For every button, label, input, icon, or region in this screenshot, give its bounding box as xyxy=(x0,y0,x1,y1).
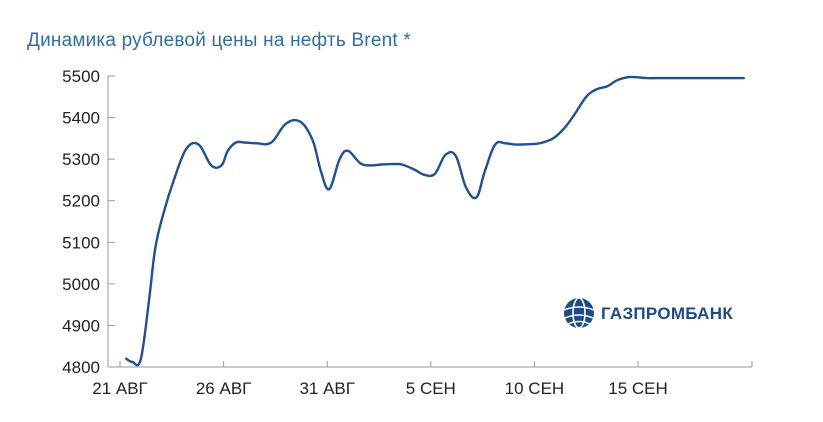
gazprombank-logo: ГАЗПРОМБАНК xyxy=(563,297,733,329)
x-tick-label: 31 АВГ xyxy=(299,379,355,398)
y-tick-label: 5400 xyxy=(62,109,100,128)
x-tick-label: 21 АВГ xyxy=(92,379,148,398)
x-tick-label: 26 АВГ xyxy=(196,379,252,398)
y-axis: 5500 5400 5300 5200 5100 5000 4900 4800 xyxy=(62,67,115,377)
y-tick-label: 5000 xyxy=(62,275,100,294)
x-tick-label: 10 СЕН xyxy=(505,379,565,398)
series-group xyxy=(125,75,745,367)
chart-title: Динамика рублевой цены на нефть Brent * xyxy=(27,30,411,51)
y-tick-label: 5200 xyxy=(62,192,100,211)
x-axis: 21 АВГ 26 АВГ 31 АВГ 5 СЕН 10 СЕН 15 СЕН xyxy=(92,361,753,398)
gazprombank-logo-text: ГАЗПРОМБАНК xyxy=(601,304,733,323)
y-tick-label: 5500 xyxy=(62,67,100,86)
y-tick-label: 4900 xyxy=(62,316,100,335)
y-tick-label: 4800 xyxy=(62,358,100,377)
gazprombank-globe-icon xyxy=(563,297,595,329)
series-line xyxy=(125,75,745,367)
y-tick-label: 5300 xyxy=(62,150,100,169)
x-tick-label: 15 СЕН xyxy=(608,379,668,398)
y-tick-label: 5100 xyxy=(62,233,100,252)
x-tick-label: 5 СЕН xyxy=(406,379,456,398)
